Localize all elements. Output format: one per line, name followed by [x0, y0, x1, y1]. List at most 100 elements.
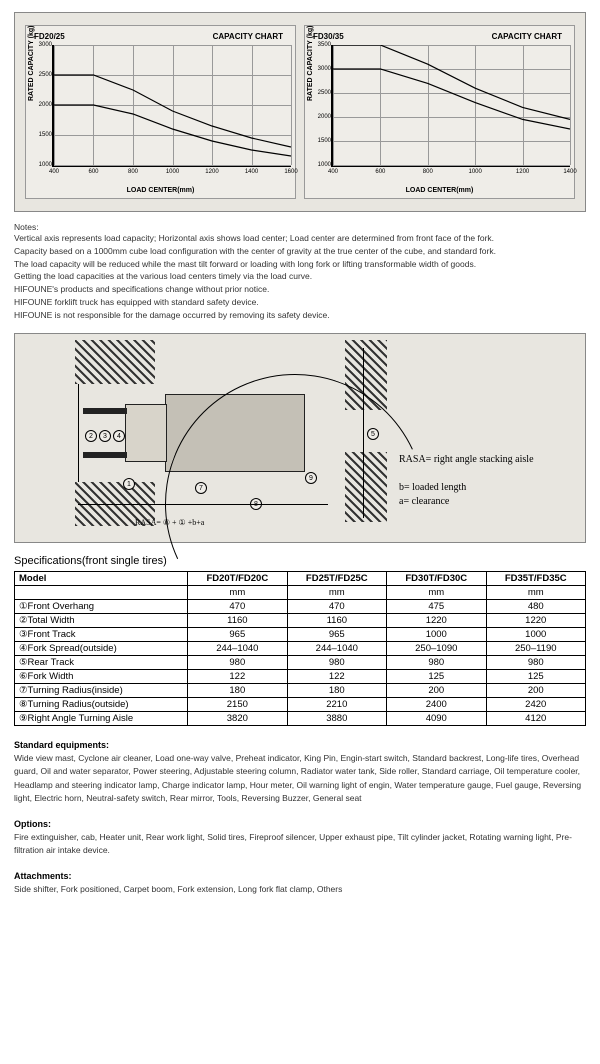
xtick: 1400 — [245, 169, 258, 175]
spec-cell: 180 — [287, 684, 386, 698]
unit-cell: mm — [387, 586, 486, 600]
xtick: 1200 — [205, 169, 218, 175]
row-label: ⑥Fork Width — [15, 670, 188, 684]
fork — [83, 408, 127, 414]
spec-cell: 2420 — [486, 698, 586, 712]
xtick: 1000 — [166, 169, 179, 175]
ytick: 1000 — [34, 162, 52, 168]
notes-line: Vertical axis represents load capacity; … — [14, 232, 586, 245]
notes-line: HIFOUNE forklift truck has equipped with… — [14, 296, 586, 309]
spec-cell: 122 — [188, 670, 287, 684]
spec-cell: 980 — [188, 656, 287, 670]
chart-fd20-25: FD20/25 CAPACITY CHART RATED CAPACITY (k… — [25, 25, 296, 199]
equip-text: Wide view mast, Cyclone air cleaner, Loa… — [14, 752, 586, 805]
chart-right-sub: CAPACITY CHART — [492, 32, 562, 41]
top-view-diagram: 2 3 4 5 7 8 9 1 6 RASA= ⑧ + ① +b+a RASA=… — [14, 333, 586, 543]
dim-line — [78, 384, 79, 482]
dim-3: 3 — [99, 430, 111, 442]
equip-title: Standard equipments: — [14, 740, 586, 750]
row-label: ⑦Turning Radius(inside) — [15, 684, 188, 698]
notes-line: HIFOUNE is not responsible for the damag… — [14, 309, 586, 322]
ytick: 2000 — [34, 102, 52, 108]
chart-left-title: FD20/25 — [34, 32, 65, 41]
notes-line: The load capacity will be reduced while … — [14, 258, 586, 271]
spec-cell: 4120 — [486, 712, 586, 726]
plot-right: 1000150020002500300035004006008001000120… — [331, 45, 570, 167]
spec-cell: 125 — [387, 670, 486, 684]
notes: Notes: Vertical axis represents load cap… — [14, 222, 586, 321]
spec-cell: 250–1090 — [387, 642, 486, 656]
spec-cell: 1000 — [486, 628, 586, 642]
row-label: ⑤Rear Track — [15, 656, 188, 670]
spec-cell: 180 — [188, 684, 287, 698]
ytick: 3000 — [313, 66, 331, 72]
spec-cell: 475 — [387, 600, 486, 614]
row-label: ②Total Width — [15, 614, 188, 628]
col-header: Model — [15, 572, 188, 586]
ytick: 3500 — [313, 42, 331, 48]
options-title: Options: — [14, 819, 586, 829]
ytick: 1500 — [34, 132, 52, 138]
spec-cell: 980 — [387, 656, 486, 670]
row-label: ④Fork Spread(outside) — [15, 642, 188, 656]
xtick: 1000 — [469, 169, 482, 175]
xtick: 800 — [423, 169, 433, 175]
spec-cell: 122 — [287, 670, 386, 684]
spec-cell: 244–1040 — [188, 642, 287, 656]
ytick: 3000 — [34, 42, 52, 48]
spec-cell: 1220 — [387, 614, 486, 628]
spec-cell: 2400 — [387, 698, 486, 712]
notes-line: HIFOUNE's products and specifications ch… — [14, 283, 586, 296]
spec-cell: 200 — [486, 684, 586, 698]
options-text: Fire extinguisher, cab, Heater unit, Rea… — [14, 831, 586, 857]
b-label: b= loaded length — [399, 482, 466, 493]
spec-cell: 200 — [387, 684, 486, 698]
xtick: 400 — [49, 169, 59, 175]
ytick: 2500 — [313, 90, 331, 96]
hatch-block — [75, 340, 155, 384]
forklift-mast — [125, 404, 167, 462]
ytick: 1000 — [313, 162, 331, 168]
ytick: 1500 — [313, 138, 331, 144]
dim-2: 2 — [85, 430, 97, 442]
chart-right-title: FD30/35 — [313, 32, 344, 41]
capacity-charts: FD20/25 CAPACITY CHART RATED CAPACITY (k… — [14, 12, 586, 212]
rasa-label: RASA= right angle stacking aisle — [399, 454, 534, 465]
dim-4: 4 — [113, 430, 125, 442]
x-axis-label: LOAD CENTER(mm) — [30, 187, 291, 194]
spec-cell: 244–1040 — [287, 642, 386, 656]
xtick: 1200 — [516, 169, 529, 175]
a-label: a= clearance — [399, 496, 449, 507]
row-label: ⑨Right Angle Turning Aisle — [15, 712, 188, 726]
spec-cell: 2210 — [287, 698, 386, 712]
row-label: ①Front Overhang — [15, 600, 188, 614]
chart-fd30-35: FD30/35 CAPACITY CHART RATED CAPACITY (k… — [304, 25, 575, 199]
spec-cell: 3880 — [287, 712, 386, 726]
row-label: ⑧Turning Radius(outside) — [15, 698, 188, 712]
x-axis-label: LOAD CENTER(mm) — [309, 187, 570, 194]
xtick: 600 — [88, 169, 98, 175]
unit-cell — [15, 586, 188, 600]
row-label: ③Front Track — [15, 628, 188, 642]
ytick: 2500 — [34, 72, 52, 78]
xtick: 400 — [328, 169, 338, 175]
col-header: FD35T/FD35C — [486, 572, 586, 586]
attach-text: Side shifter, Fork positioned, Carpet bo… — [14, 883, 586, 896]
notes-line: Capacity based on a 1000mm cube load con… — [14, 245, 586, 258]
xtick: 1600 — [284, 169, 297, 175]
xtick: 1400 — [563, 169, 576, 175]
spec-cell: 480 — [486, 600, 586, 614]
spec-cell: 4090 — [387, 712, 486, 726]
spec-cell: 125 — [486, 670, 586, 684]
xtick: 600 — [375, 169, 385, 175]
rasa-formula: RASA= ⑧ + ① +b+a — [135, 518, 204, 527]
spec-cell: 3820 — [188, 712, 287, 726]
fork — [83, 452, 127, 458]
spec-cell: 980 — [486, 656, 586, 670]
ytick: 2000 — [313, 114, 331, 120]
xtick: 800 — [128, 169, 138, 175]
spec-cell: 2150 — [188, 698, 287, 712]
plot-left: 1000150020002500300040060080010001200140… — [52, 45, 291, 167]
y-axis-label: RATED CAPACITY (kg) — [28, 26, 35, 101]
spec-cell: 1220 — [486, 614, 586, 628]
